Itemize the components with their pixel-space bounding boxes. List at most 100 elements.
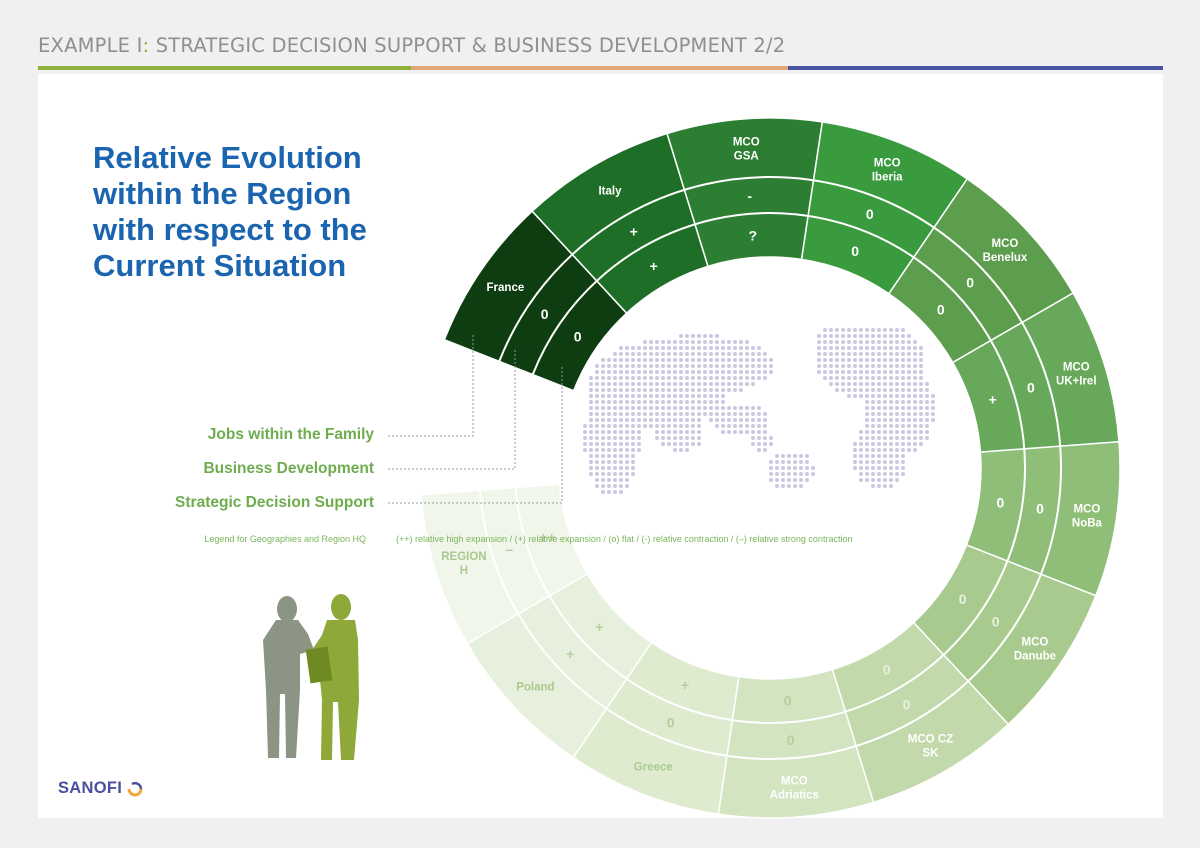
map-dot (871, 400, 875, 404)
map-dot (637, 430, 641, 434)
map-dot (841, 346, 845, 350)
map-dot (853, 346, 857, 350)
map-dot (823, 370, 827, 374)
map-dot (853, 454, 857, 458)
segment-label-mco-benelux: MCO Benelux (983, 238, 1028, 264)
map-dot (619, 442, 623, 446)
segment-label-mco-danube: MCO Danube (1014, 636, 1056, 662)
map-dot (607, 388, 611, 392)
map-dot (871, 442, 875, 446)
map-dot (763, 376, 767, 380)
map-dot (733, 358, 737, 362)
map-dot (691, 382, 695, 386)
map-dot (595, 466, 599, 470)
map-dot (823, 376, 827, 380)
map-dot (661, 418, 665, 422)
map-dot (697, 388, 701, 392)
map-dot (637, 436, 641, 440)
map-dot (835, 328, 839, 332)
map-dot (613, 388, 617, 392)
map-dot (751, 346, 755, 350)
map-dot (625, 460, 629, 464)
map-dot (829, 370, 833, 374)
map-dot (607, 472, 611, 476)
map-dot (823, 358, 827, 362)
map-dot (793, 454, 797, 458)
map-dot (589, 376, 593, 380)
bd-value-italy: + (630, 223, 638, 239)
map-dot (613, 436, 617, 440)
map-dot (721, 406, 725, 410)
map-dot (901, 352, 905, 356)
map-dot (865, 466, 869, 470)
map-dot (835, 358, 839, 362)
map-dot (655, 376, 659, 380)
map-dot (757, 430, 761, 434)
map-dot (691, 364, 695, 368)
map-dot (757, 412, 761, 416)
map-dot (883, 424, 887, 428)
main-heading: Relative Evolution within the Region wit… (93, 140, 423, 284)
map-dot (889, 424, 893, 428)
map-dot (649, 424, 653, 428)
map-dot (739, 388, 743, 392)
map-dot (667, 394, 671, 398)
map-dot (841, 376, 845, 380)
map-dot (877, 400, 881, 404)
map-dot (925, 400, 929, 404)
map-dot (655, 370, 659, 374)
map-dot (739, 430, 743, 434)
map-dot (913, 412, 917, 416)
map-dot (619, 430, 623, 434)
map-dot (901, 430, 905, 434)
map-dot (715, 406, 719, 410)
map-dot (703, 370, 707, 374)
map-dot (793, 460, 797, 464)
map-dot (865, 436, 869, 440)
map-dot (745, 424, 749, 428)
map-dot (877, 442, 881, 446)
map-dot (913, 346, 917, 350)
segment-label-mco-uk-irel: MCO UK+Irel (1056, 361, 1097, 387)
map-dot (637, 358, 641, 362)
map-dot (715, 346, 719, 350)
header-title-prefix: EXAMPLE I (38, 34, 143, 57)
map-dot (589, 454, 593, 458)
map-dot (613, 484, 617, 488)
map-dot (595, 436, 599, 440)
map-dot (691, 352, 695, 356)
map-dot (601, 490, 605, 494)
map-dot (751, 364, 755, 368)
map-dot (889, 412, 893, 416)
map-dot (883, 436, 887, 440)
map-dot (595, 376, 599, 380)
map-dot (919, 412, 923, 416)
map-dot (877, 340, 881, 344)
map-dot (745, 412, 749, 416)
map-dot (631, 364, 635, 368)
map-dot (607, 430, 611, 434)
map-dot (877, 388, 881, 392)
map-dot (907, 376, 911, 380)
map-dot (829, 328, 833, 332)
map-dot (913, 358, 917, 362)
map-dot (667, 436, 671, 440)
map-dot (739, 370, 743, 374)
map-dot (715, 340, 719, 344)
map-dot (883, 370, 887, 374)
map-dot (781, 478, 785, 482)
map-dot (649, 412, 653, 416)
map-dot (613, 400, 617, 404)
map-dot (877, 352, 881, 356)
map-dot (805, 466, 809, 470)
map-dot (793, 484, 797, 488)
map-dot (703, 340, 707, 344)
map-dot (907, 424, 911, 428)
map-dot (667, 340, 671, 344)
sds-value-mco-noba: 0 (997, 495, 1005, 511)
map-dot (865, 418, 869, 422)
map-dot (733, 376, 737, 380)
map-dot (889, 370, 893, 374)
map-dot (661, 370, 665, 374)
map-dot (871, 334, 875, 338)
